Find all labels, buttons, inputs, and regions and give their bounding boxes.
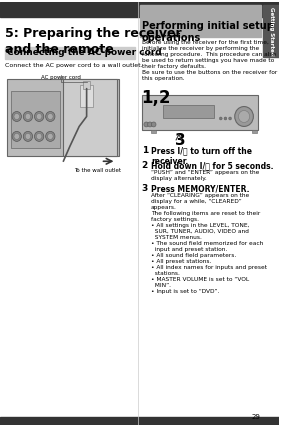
Text: Press MEMORY/ENTER.: Press MEMORY/ENTER.: [151, 184, 249, 193]
Bar: [11, 91, 60, 148]
Text: Before using the receiver for the first time,
initialize the receiver by perform: Before using the receiver for the first …: [142, 40, 277, 81]
Circle shape: [36, 133, 42, 139]
Circle shape: [224, 117, 227, 120]
Bar: [163, 105, 214, 119]
Circle shape: [23, 111, 33, 122]
Text: After “CLEARING” appears on the
display for a while, “CLEARED”
appears.
The foll: After “CLEARING” appears on the display …: [151, 193, 267, 294]
Circle shape: [47, 113, 53, 119]
Circle shape: [23, 131, 33, 142]
Circle shape: [34, 131, 44, 142]
Circle shape: [14, 113, 20, 119]
Bar: [263, 5, 280, 57]
Text: Connect the AC power cord to a wall outlet.: Connect the AC power cord to a wall outl…: [5, 63, 142, 68]
Circle shape: [152, 122, 156, 127]
Circle shape: [46, 111, 55, 122]
Bar: [251, 130, 257, 133]
Bar: [80, 85, 93, 107]
Bar: [8, 79, 119, 156]
Circle shape: [46, 131, 55, 142]
Circle shape: [12, 131, 21, 142]
Circle shape: [229, 117, 232, 120]
Circle shape: [144, 122, 148, 127]
Bar: [5, 47, 135, 59]
Text: AC power cord: AC power cord: [40, 75, 80, 80]
Bar: [0, 2, 280, 17]
Text: “PUSH” and “ENTER” appears on the
display alternately.: “PUSH” and “ENTER” appears on the displa…: [151, 170, 259, 181]
Circle shape: [25, 133, 31, 139]
Text: 1,2: 1,2: [142, 89, 171, 107]
Bar: [151, 130, 157, 133]
Circle shape: [25, 113, 31, 119]
Circle shape: [14, 133, 20, 139]
Text: 29: 29: [252, 414, 261, 420]
Text: 3: 3: [142, 184, 148, 193]
Text: Hold down I/⏻ for 5 seconds.: Hold down I/⏻ for 5 seconds.: [151, 161, 273, 170]
Text: Getting Started: Getting Started: [268, 6, 274, 55]
Bar: [0, 417, 280, 425]
Bar: [140, 5, 261, 37]
Text: 3: 3: [175, 133, 186, 148]
Text: 5: Preparing the receiver
and the remote: 5: Preparing the receiver and the remote: [5, 27, 181, 56]
Circle shape: [238, 110, 250, 122]
Text: Press I/⏻ to turn off the
receiver.: Press I/⏻ to turn off the receiver.: [151, 146, 252, 167]
Text: Performing initial setup
operations: Performing initial setup operations: [142, 21, 274, 43]
Circle shape: [36, 113, 42, 119]
Circle shape: [47, 133, 53, 139]
Circle shape: [12, 111, 21, 122]
Text: To the wall outlet: To the wall outlet: [74, 168, 121, 173]
Text: Connecting the AC power cord: Connecting the AC power cord: [7, 48, 161, 57]
Circle shape: [219, 117, 222, 120]
Text: 1: 1: [142, 146, 148, 156]
Bar: [142, 95, 258, 130]
Circle shape: [148, 122, 152, 127]
Circle shape: [235, 107, 254, 127]
Bar: [63, 79, 117, 156]
Bar: [83, 81, 90, 89]
Circle shape: [34, 111, 44, 122]
Text: 2: 2: [142, 161, 148, 170]
